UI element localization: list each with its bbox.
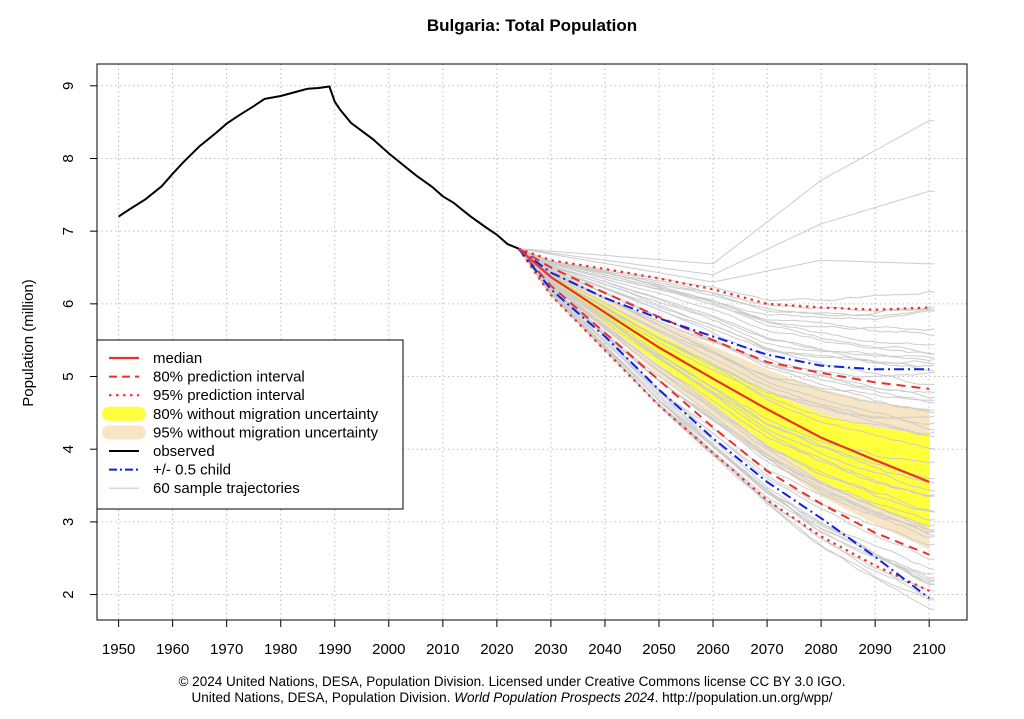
pi80-lower-line (517, 247, 930, 556)
sample-trajectory (518, 248, 935, 496)
sample-trajectory (518, 248, 935, 399)
sample-trajectory (518, 248, 935, 450)
sample-trajectory (518, 248, 935, 372)
pi80-upper-line (517, 247, 930, 390)
median-line (517, 247, 930, 483)
source-url: . http://population.un.org/wpp/ (654, 690, 833, 705)
sample-trajectory (518, 248, 935, 386)
legend-label-band95: 95% without migration uncertainty (153, 424, 379, 441)
sample-trajectory (518, 248, 935, 497)
sample-trajectory (518, 248, 935, 355)
y-tick-label: 9 (60, 82, 77, 90)
legend-label-band80: 80% without migration uncertainty (153, 406, 379, 423)
sample-trajectory (518, 248, 935, 601)
sample-trajectory (518, 248, 935, 533)
legend-label-child: +/- 0.5 child (153, 462, 231, 479)
source-caption: United Nations, DESA, Population Divisio… (0, 689, 1024, 706)
sample-trajectory (518, 248, 935, 533)
x-tick-label: 1970 (210, 641, 243, 658)
x-tick-label: 2090 (858, 641, 891, 658)
sample-trajectory (518, 248, 935, 355)
x-tick-label: 2000 (372, 641, 405, 658)
sample-trajectory (518, 248, 935, 483)
legend-label-trajectories: 60 sample trajectories (153, 480, 300, 497)
sample-trajectory (518, 248, 935, 419)
source-prefix: United Nations, DESA, Population Divisio… (191, 690, 451, 705)
y-axis-label: Population (million) (20, 279, 37, 407)
x-tick-label: 2060 (696, 641, 729, 658)
copyright-caption: © 2024 United Nations, DESA, Population … (178, 674, 846, 689)
y-tick-label: 4 (60, 445, 77, 453)
x-tick-label: 2030 (534, 641, 567, 658)
y-tick-label: 6 (60, 300, 77, 308)
y-tick-label: 5 (60, 372, 77, 380)
y-tick-label: 2 (60, 590, 77, 598)
x-tick-label: 2010 (426, 641, 459, 658)
legend-label-pi80: 80% prediction interval (153, 369, 305, 386)
sample-trajectory (518, 248, 935, 586)
x-tick-label: 2100 (912, 641, 945, 658)
x-tick-label: 2020 (480, 641, 513, 658)
x-tick-label: 2080 (804, 641, 837, 658)
legend-box (96, 339, 404, 510)
sample-trajectory (518, 120, 935, 265)
sample-trajectory (518, 248, 935, 346)
chart-title: Bulgaria: Total Population (427, 16, 637, 35)
sample-trajectory (518, 190, 935, 276)
sample-trajectory (518, 248, 935, 492)
observed-line (118, 85, 519, 250)
legend-label-pi95: 95% prediction interval (153, 387, 305, 404)
x-tick-label: 2040 (588, 641, 621, 658)
sample-trajectory (518, 248, 935, 425)
y-tick-label: 3 (60, 518, 77, 526)
x-tick-label: 1960 (156, 641, 189, 658)
y-tick-label: 7 (60, 227, 77, 235)
x-tick-label: 1990 (318, 641, 351, 658)
sample-trajectory (518, 248, 935, 438)
legend-label-median: median (153, 350, 202, 367)
population-chart: Bulgaria: Total Population Population (m… (20, 16, 968, 658)
x-tick-label: 2050 (642, 641, 675, 658)
sample-trajectory (518, 248, 935, 312)
band-80-without-migration (518, 248, 930, 528)
y-tick-label: 8 (60, 154, 77, 162)
sample-trajectory (518, 248, 935, 365)
child-lower-line (517, 247, 930, 599)
sample-trajectory (518, 248, 935, 560)
pi95-upper-line (518, 247, 930, 311)
sample-trajectory (518, 248, 935, 464)
x-tick-label: 1980 (264, 641, 297, 658)
legend-label-observed: observed (153, 443, 215, 460)
sample-trajectory (518, 248, 935, 480)
sample-trajectory (518, 248, 935, 592)
source-title: World Population Prospects 2024 (454, 690, 655, 705)
x-tick-label: 1950 (102, 641, 135, 658)
child-upper-line (517, 247, 930, 371)
sample-trajectory (518, 248, 935, 512)
sample-trajectory (518, 248, 935, 513)
x-tick-label: 2070 (750, 641, 783, 658)
sample-trajectory (518, 248, 935, 583)
sample-trajectory (518, 248, 935, 283)
